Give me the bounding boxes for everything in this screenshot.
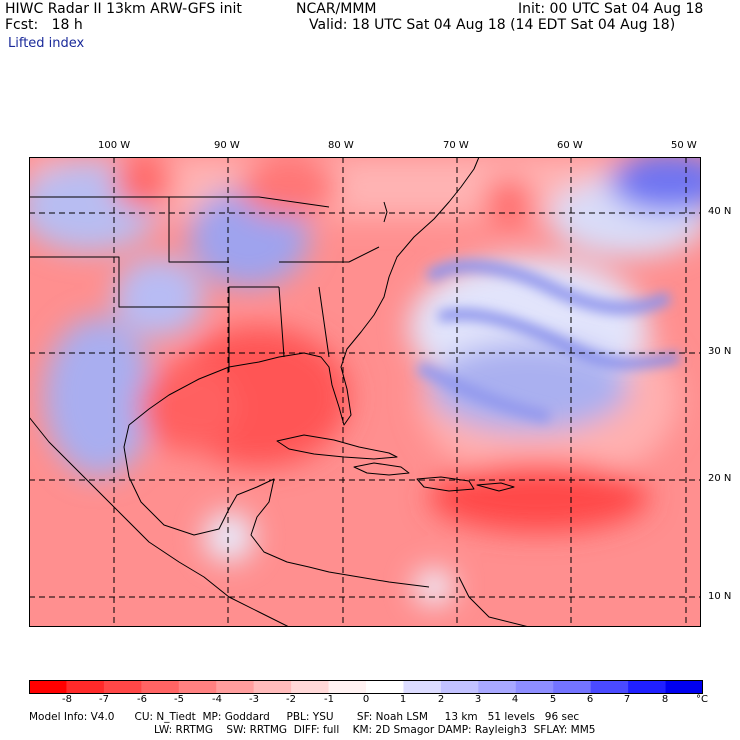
colorbar-swatch (291, 680, 330, 694)
colorbar (29, 680, 703, 694)
lat-label: 40 N (708, 206, 732, 217)
colorbar-swatch (665, 680, 703, 694)
grid-lines (29, 157, 701, 627)
colorbar-label: -6 (137, 694, 147, 705)
colorbar-label: -2 (286, 694, 296, 705)
lon-label: 100 W (98, 140, 131, 151)
source-label: NCAR/MMM (296, 1, 377, 17)
colorbar-label: 4 (511, 694, 519, 705)
lon-label: 80 W (328, 140, 354, 151)
colorbar-swatch (440, 680, 479, 694)
field-name: Lifted index (8, 36, 85, 51)
colorbar-label: -3 (249, 694, 259, 705)
colorbar-swatch (515, 680, 554, 694)
colorbar-swatch (403, 680, 442, 694)
colorbar-label: 0 (362, 694, 370, 705)
colorbar-swatch (216, 680, 255, 694)
colorbar-label: -8 (62, 694, 72, 705)
colorbar-label: 7 (623, 694, 631, 705)
colorbar-swatch (553, 680, 592, 694)
model-title: HIWC Radar II 13km ARW-GFS init (5, 1, 242, 17)
colorbar-swatch (366, 680, 404, 694)
colorbar-swatch (628, 680, 667, 694)
colorbar-label: 1 (399, 694, 407, 705)
forecast-hour: Fcst: 18 h (5, 17, 83, 33)
colorbar-border (29, 680, 703, 694)
colorbar-swatch (29, 680, 67, 694)
colorbar-label: -4 (212, 694, 222, 705)
colorbar-label: -7 (99, 694, 109, 705)
colorbar-label: -5 (174, 694, 184, 705)
colorbar-label: 8 (661, 694, 669, 705)
lon-label: 50 W (671, 140, 697, 151)
colorbar-swatch (141, 680, 180, 694)
colorbar-swatch (253, 680, 292, 694)
lat-label: 10 N (708, 591, 732, 602)
colorbar-label: 3 (474, 694, 482, 705)
lat-label: 30 N (708, 346, 732, 357)
lon-label: 90 W (214, 140, 240, 151)
colorbar-label: 5 (549, 694, 557, 705)
colorbar-unit: °C (696, 694, 708, 705)
lon-label: 60 W (557, 140, 583, 151)
colorbar-label: 6 (586, 694, 594, 705)
lifted-index-map (29, 157, 701, 627)
colorbar-swatch (178, 680, 217, 694)
colorbar-swatch (66, 680, 105, 694)
colorbar-label: -1 (324, 694, 334, 705)
coastlines (29, 157, 530, 627)
model-info-line2: LW: RRTMG SW: RRTMG DIFF: full KM: 2D Sm… (154, 724, 596, 736)
colorbar-swatch (328, 680, 367, 694)
lat-label: 20 N (708, 473, 732, 484)
lon-label: 70 W (443, 140, 469, 151)
colorbar-label: 2 (437, 694, 445, 705)
valid-time: Valid: 18 UTC Sat 04 Aug 18 (14 EDT Sat … (309, 17, 676, 33)
colorbar-swatch (478, 680, 517, 694)
model-info-line1: Model Info: V4.0 CU: N_Tiedt MP: Goddard… (29, 711, 580, 723)
colorbar-swatch (590, 680, 629, 694)
init-time: Init: 00 UTC Sat 04 Aug 18 (518, 1, 704, 17)
colorbar-swatch (103, 680, 142, 694)
